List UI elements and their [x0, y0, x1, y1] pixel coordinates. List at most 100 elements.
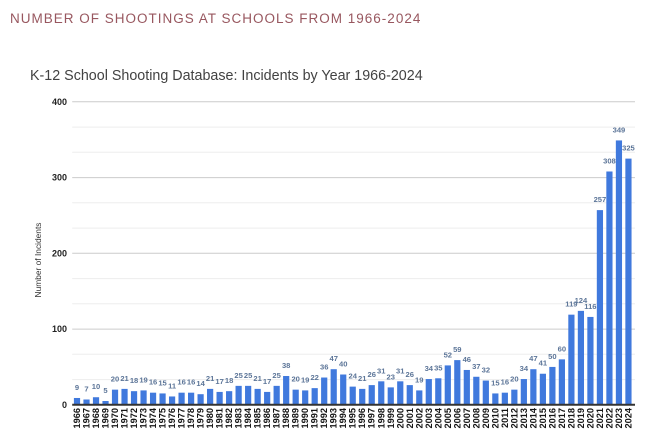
svg-text:1992: 1992 — [319, 408, 329, 428]
svg-text:2023: 2023 — [614, 408, 624, 428]
svg-text:21: 21 — [253, 374, 262, 383]
svg-text:2017: 2017 — [557, 408, 567, 428]
svg-text:2015: 2015 — [538, 408, 548, 428]
svg-text:1967: 1967 — [82, 408, 92, 428]
svg-text:2002: 2002 — [414, 408, 424, 428]
svg-text:1980: 1980 — [205, 408, 215, 428]
svg-text:1996: 1996 — [357, 408, 367, 428]
svg-text:25: 25 — [234, 371, 243, 380]
svg-text:20: 20 — [510, 375, 518, 384]
svg-text:31: 31 — [396, 366, 405, 375]
svg-text:1985: 1985 — [253, 408, 263, 428]
svg-text:2024: 2024 — [623, 407, 633, 428]
svg-text:124: 124 — [575, 296, 588, 305]
svg-text:1973: 1973 — [139, 408, 149, 428]
svg-text:2003: 2003 — [424, 408, 434, 428]
svg-text:2007: 2007 — [462, 408, 472, 428]
svg-text:2018: 2018 — [566, 408, 576, 428]
svg-text:5: 5 — [103, 386, 108, 395]
svg-text:1994: 1994 — [338, 407, 348, 428]
svg-text:2000: 2000 — [395, 408, 405, 428]
svg-text:2022: 2022 — [604, 408, 614, 428]
svg-text:2016: 2016 — [547, 408, 557, 428]
svg-text:46: 46 — [463, 355, 471, 364]
svg-text:21: 21 — [206, 374, 215, 383]
svg-text:1968: 1968 — [91, 408, 101, 428]
svg-text:52: 52 — [444, 350, 452, 359]
svg-text:36: 36 — [320, 363, 328, 372]
svg-text:59: 59 — [453, 345, 461, 354]
svg-text:50: 50 — [548, 352, 556, 361]
svg-text:2019: 2019 — [576, 408, 586, 428]
svg-text:NUMBER OF SHOOTINGS AT SCHOOLS: NUMBER OF SHOOTINGS AT SCHOOLS FROM 1966… — [10, 11, 421, 26]
svg-text:1999: 1999 — [386, 408, 396, 428]
svg-text:2001: 2001 — [405, 408, 415, 428]
svg-text:38: 38 — [282, 361, 290, 370]
svg-text:19: 19 — [301, 375, 309, 384]
svg-text:19: 19 — [139, 375, 147, 384]
svg-text:K-12 School Shooting Database:: K-12 School Shooting Database: Incidents… — [30, 68, 423, 84]
svg-text:11: 11 — [168, 381, 177, 390]
svg-text:2013: 2013 — [519, 408, 529, 428]
svg-text:26: 26 — [368, 370, 376, 379]
svg-text:2008: 2008 — [471, 408, 481, 428]
svg-text:1981: 1981 — [215, 408, 225, 428]
svg-text:9: 9 — [75, 383, 79, 392]
svg-text:300: 300 — [52, 173, 67, 183]
svg-text:2005: 2005 — [443, 408, 453, 428]
svg-text:1983: 1983 — [234, 408, 244, 428]
svg-text:19: 19 — [415, 375, 423, 384]
svg-text:1978: 1978 — [186, 408, 196, 428]
svg-text:2004: 2004 — [433, 407, 443, 428]
svg-text:1979: 1979 — [196, 408, 206, 428]
svg-text:1982: 1982 — [224, 408, 234, 428]
svg-text:16: 16 — [187, 378, 195, 387]
svg-text:16: 16 — [149, 378, 157, 387]
svg-text:1986: 1986 — [262, 408, 272, 428]
svg-text:41: 41 — [539, 359, 548, 368]
svg-text:325: 325 — [622, 144, 635, 153]
svg-text:257: 257 — [594, 195, 607, 204]
svg-text:1969: 1969 — [101, 408, 111, 428]
svg-text:2011: 2011 — [500, 408, 510, 428]
svg-text:116: 116 — [584, 302, 596, 311]
svg-text:2014: 2014 — [528, 407, 538, 428]
svg-text:2006: 2006 — [452, 408, 462, 428]
svg-text:1984: 1984 — [243, 407, 253, 428]
svg-text:1991: 1991 — [310, 408, 320, 428]
svg-text:1988: 1988 — [281, 408, 291, 428]
svg-text:20: 20 — [291, 375, 299, 384]
svg-text:40: 40 — [339, 360, 347, 369]
svg-text:31: 31 — [377, 366, 386, 375]
svg-text:35: 35 — [434, 363, 443, 372]
svg-text:16: 16 — [177, 378, 185, 387]
svg-text:47: 47 — [529, 354, 537, 363]
svg-text:16: 16 — [501, 378, 509, 387]
svg-text:21: 21 — [120, 374, 129, 383]
svg-text:37: 37 — [472, 362, 480, 371]
svg-text:60: 60 — [558, 344, 566, 353]
svg-text:2021: 2021 — [595, 408, 605, 428]
svg-text:1977: 1977 — [177, 408, 187, 428]
svg-text:18: 18 — [225, 376, 233, 385]
svg-text:119: 119 — [565, 300, 577, 309]
svg-text:1971: 1971 — [120, 408, 130, 428]
svg-text:1998: 1998 — [376, 408, 386, 428]
svg-text:2010: 2010 — [490, 408, 500, 428]
svg-text:1970: 1970 — [110, 408, 120, 428]
svg-text:47: 47 — [329, 354, 337, 363]
svg-text:1976: 1976 — [167, 408, 177, 428]
svg-text:15: 15 — [491, 378, 500, 387]
svg-text:34: 34 — [520, 364, 529, 373]
svg-text:2012: 2012 — [509, 408, 519, 428]
svg-text:24: 24 — [349, 372, 358, 381]
svg-text:20: 20 — [111, 375, 119, 384]
svg-text:1993: 1993 — [329, 408, 339, 428]
svg-text:100: 100 — [52, 324, 67, 334]
svg-text:18: 18 — [130, 376, 138, 385]
svg-text:26: 26 — [406, 370, 414, 379]
svg-text:349: 349 — [613, 125, 626, 134]
svg-text:34: 34 — [425, 364, 434, 373]
svg-text:25: 25 — [244, 371, 253, 380]
svg-text:2020: 2020 — [585, 408, 595, 428]
